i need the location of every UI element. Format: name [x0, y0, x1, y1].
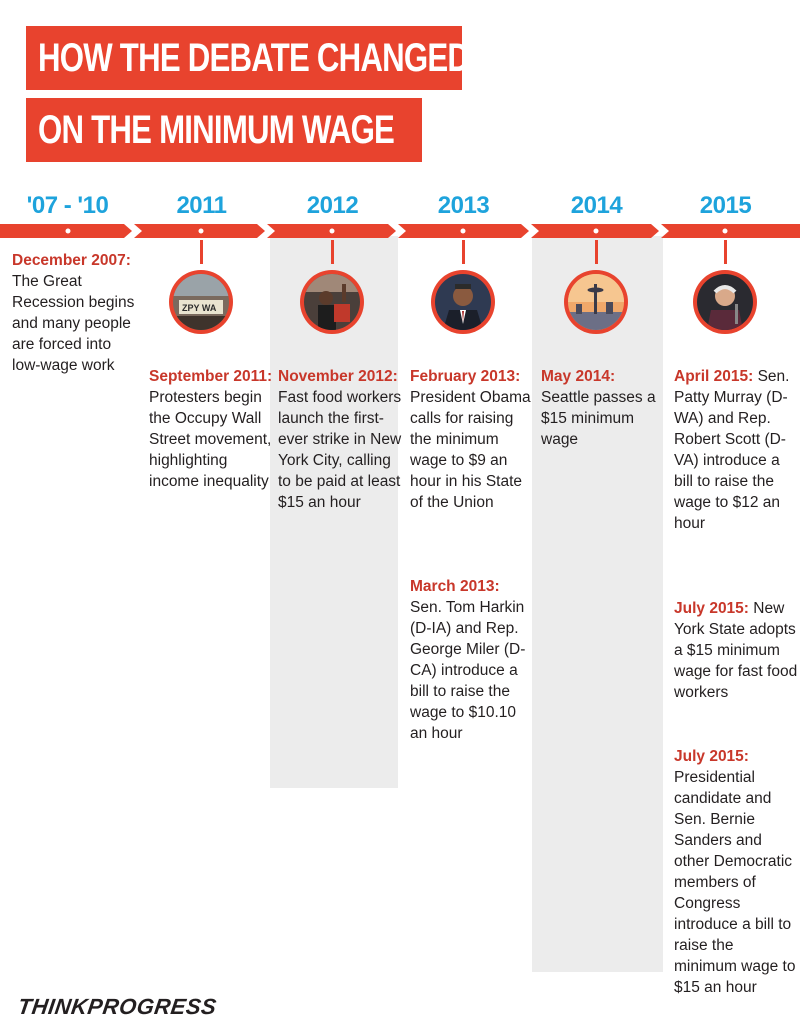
- timeline-dot-1: [65, 228, 71, 234]
- entry-date: September 2011:: [149, 368, 273, 385]
- entry-march-2013: March 2013: Sen. Tom Harkin (D-IA) and R…: [410, 576, 534, 744]
- year-label-2012: 2012: [306, 192, 359, 219]
- entry-date: July 2015:: [674, 748, 749, 765]
- entry-date: May 2014:: [541, 368, 616, 385]
- timeline-dot-3: [329, 228, 335, 234]
- entry-text: Sen. Tom Harkin (D-IA) and Rep. George M…: [410, 599, 526, 742]
- connector-2014: [595, 240, 598, 264]
- entry-date: March 2013:: [410, 578, 500, 595]
- seattle-skyline-photo: [564, 270, 628, 334]
- connector-2013: [462, 240, 465, 264]
- timeline-bar: [0, 224, 800, 238]
- obama-photo: [431, 270, 495, 334]
- entry-july-2015-new-york: July 2015: New York State adopts a $15 m…: [674, 598, 798, 703]
- entry-text: The Great Recession begins and many peop…: [12, 273, 135, 374]
- timeline-dot-5: [593, 228, 599, 234]
- entry-text: Presidential candidate and Sen. Bernie S…: [674, 769, 796, 996]
- title-line-2: ON THE MINIMUM WAGE: [26, 98, 422, 162]
- entry-date: November 2012:: [278, 368, 398, 385]
- entry-may-2014: May 2014: Seattle passes a $15 minimum w…: [541, 366, 665, 450]
- timeline-dot-4: [460, 228, 466, 234]
- entry-text: President Obama calls for raising the mi…: [410, 389, 531, 511]
- entry-december-2007: December 2007: The Great Recession begin…: [12, 250, 136, 376]
- entry-text: New York State adopts a $15 minimum wage…: [674, 600, 798, 701]
- entry-september-2011: September 2011: Protesters begin the Occ…: [149, 366, 273, 492]
- connector-2012: [331, 240, 334, 264]
- entry-text: Sen. Patty Murray (D-WA) and Rep. Robert…: [674, 368, 790, 532]
- column-shade-2014: [532, 236, 663, 972]
- year-label-2014: 2014: [570, 192, 623, 219]
- entry-february-2013: February 2013: President Obama calls for…: [410, 366, 534, 513]
- fast-food-strike-photo: [300, 270, 364, 334]
- occupy-protest-photo: ZPY WA: [169, 270, 233, 334]
- entry-date: July 2015:: [674, 600, 749, 617]
- connector-2011: [200, 240, 203, 264]
- year-label-2013: 2013: [437, 192, 490, 219]
- entry-text: Protesters begin the Occupy Wall Street …: [149, 389, 272, 490]
- svg-text:ZPY WA: ZPY WA: [182, 303, 217, 313]
- title-line-1: HOW THE DEBATE CHANGED: [26, 26, 470, 90]
- thinkprogress-logo: THINKPROGRESS: [16, 994, 219, 1019]
- entry-date: April 2015:: [674, 368, 754, 385]
- entry-text: Fast food workers launch the first-ever …: [278, 389, 402, 511]
- entry-april-2015: April 2015: Sen. Patty Murray (D-WA) and…: [674, 366, 798, 534]
- year-label-2011: 2011: [176, 192, 227, 219]
- timeline-dot-6: [722, 228, 728, 234]
- timeline-segment-6: [661, 224, 800, 238]
- entry-date: February 2013:: [410, 368, 521, 385]
- entry-text: Seattle passes a $15 minimum wage: [541, 389, 656, 448]
- bernie-sanders-photo: [693, 270, 757, 334]
- connector-2015: [724, 240, 727, 264]
- year-label-2007-2010: '07 - '10: [26, 192, 109, 219]
- timeline-dot-2: [198, 228, 204, 234]
- entry-date: December 2007:: [12, 252, 131, 269]
- entry-november-2012: November 2012: Fast food workers launch …: [278, 366, 402, 513]
- entry-july-2015-sanders: July 2015: Presidential candidate and Se…: [674, 746, 798, 998]
- year-label-2015: 2015: [699, 192, 752, 219]
